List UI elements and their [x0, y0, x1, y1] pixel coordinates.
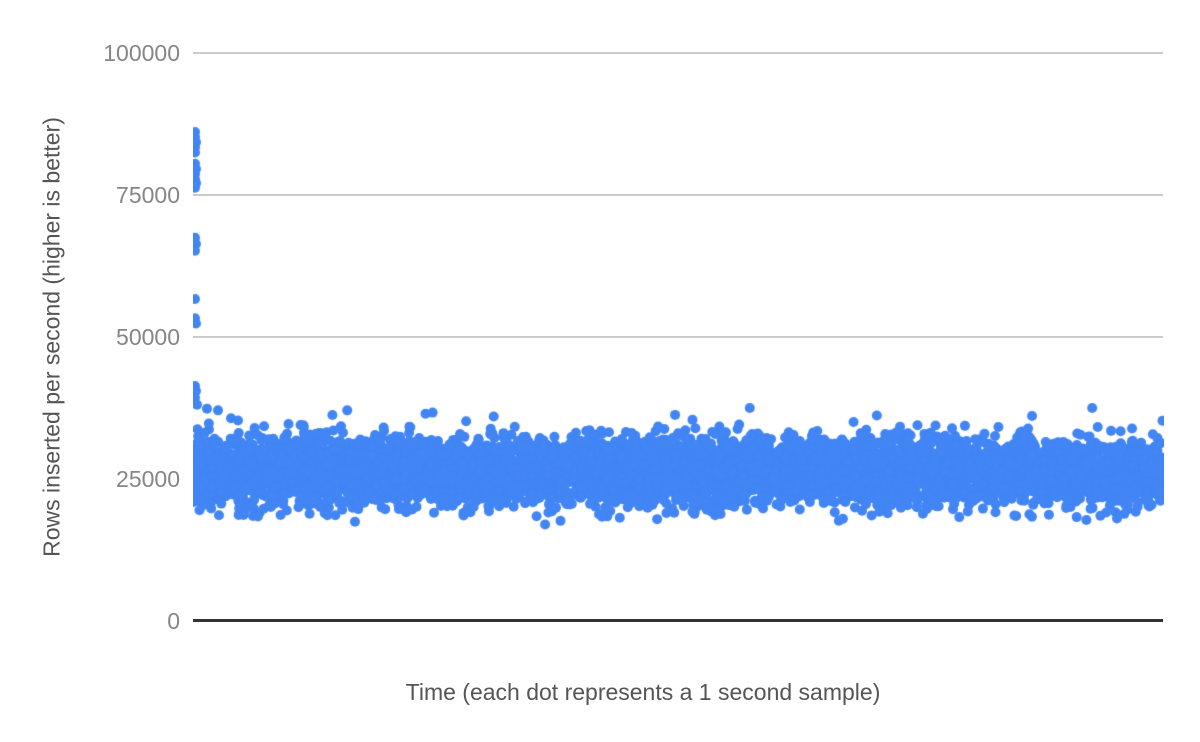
y-tick-label-50000: 50000 [116, 324, 180, 350]
scatter-points-canvas [193, 45, 1164, 630]
y-tick-label-75000: 75000 [116, 182, 180, 208]
x-axis-title: Time (each dot represents a 1 second sam… [405, 679, 881, 705]
y-tick-label-25000: 25000 [116, 466, 180, 492]
y-tick-label-100000: 100000 [103, 40, 180, 66]
y-tick-label-0: 0 [167, 608, 180, 634]
